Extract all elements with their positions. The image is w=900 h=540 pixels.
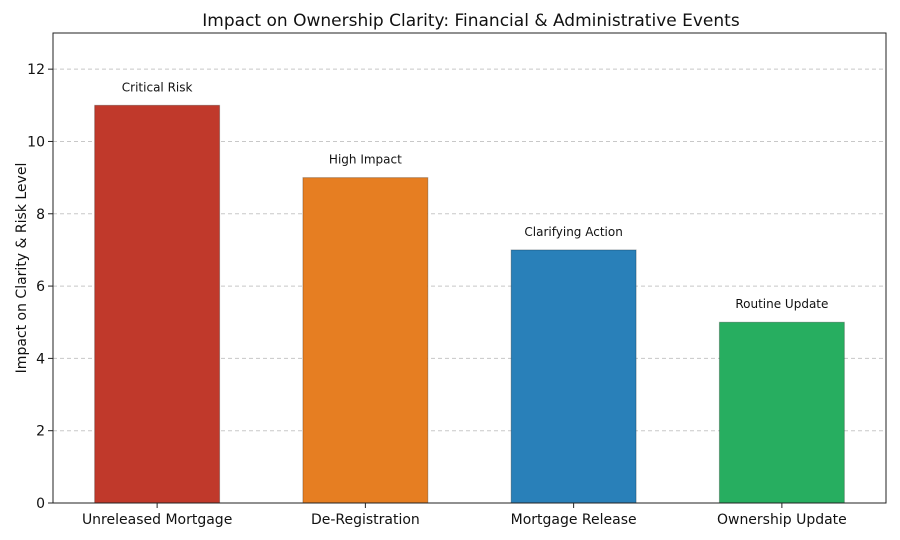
x-tick-label: De-Registration bbox=[311, 512, 420, 528]
y-tick-label: 2 bbox=[36, 424, 45, 440]
y-tick-label: 10 bbox=[27, 134, 45, 150]
y-tick-label: 12 bbox=[27, 62, 45, 78]
y-tick-label: 6 bbox=[36, 279, 45, 295]
chart-title: Impact on Ownership Clarity: Financial &… bbox=[202, 11, 740, 31]
bar-annotation-label: Clarifying Action bbox=[524, 225, 622, 239]
bar-annotation-label: High Impact bbox=[329, 153, 402, 167]
bar bbox=[94, 104, 221, 504]
x-tick-label: Mortgage Release bbox=[511, 512, 637, 528]
bar bbox=[718, 321, 845, 504]
x-tick-label: Unreleased Mortgage bbox=[82, 512, 232, 528]
bar bbox=[302, 177, 429, 504]
x-tick-label: Ownership Update bbox=[717, 512, 847, 528]
data-labels: Critical Risk High Impact Clarifying Actio… bbox=[122, 80, 829, 311]
axes: 0 2 4 6 8 10 12 Unreleased Mortgage De-Registrat… bbox=[27, 32, 887, 528]
bar-annotation-label: Routine Update bbox=[735, 297, 828, 311]
bar bbox=[510, 249, 637, 504]
plot-frame bbox=[52, 32, 887, 504]
y-tick-label: 0 bbox=[36, 496, 45, 512]
y-axis-label: Impact on Clarity & Risk Level bbox=[14, 163, 30, 374]
y-tick-label: 4 bbox=[36, 351, 45, 367]
y-tick-label: 8 bbox=[36, 207, 45, 223]
bars bbox=[94, 104, 845, 504]
bar-annotation-label: Critical Risk bbox=[122, 80, 193, 94]
